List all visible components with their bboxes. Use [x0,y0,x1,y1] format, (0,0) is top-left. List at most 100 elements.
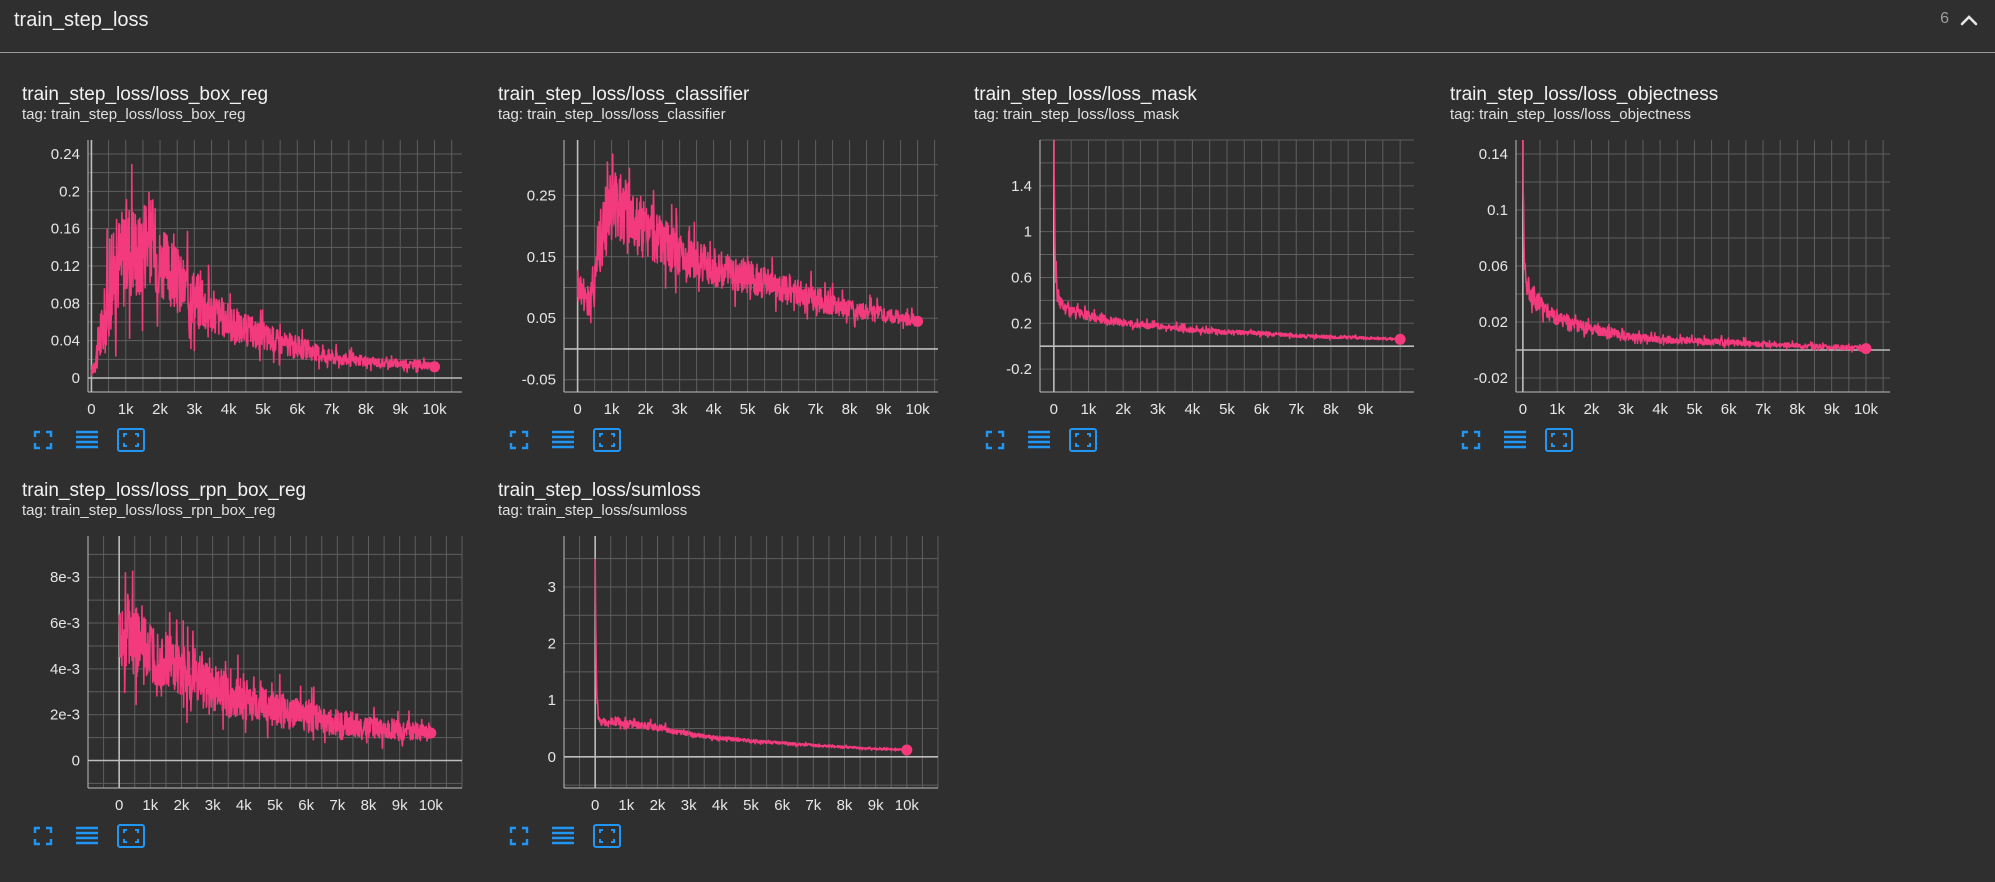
fit-domain-icon [592,823,622,849]
y-tick-label: 0.06 [1479,258,1508,275]
chart-toolbar [978,425,1100,455]
fullscreen-icon [507,428,531,452]
x-tick-label: 10k [422,401,447,418]
x-tick-label: 6k [289,401,305,418]
collapse-button[interactable] [1955,7,1983,35]
section-header: train_step_loss 6 [0,0,1995,53]
x-tick-label: 1k [618,797,634,814]
chart-toolbar [502,425,624,455]
chart-title: train_step_loss/sumloss [498,480,701,501]
y-tick-label: 8e-3 [50,569,80,586]
fullscreen-button[interactable] [978,425,1012,455]
data-table-button[interactable] [1498,425,1532,455]
series-last-point[interactable] [1860,343,1872,355]
fullscreen-button[interactable] [502,425,536,455]
x-tick-label: 7k [808,401,824,418]
x-tick-label: 4k [712,797,728,814]
data-table-button[interactable] [546,821,580,851]
x-tick-label: 8k [361,797,377,814]
x-tick-label: 2k [152,401,168,418]
x-tick-label: 1k [1549,401,1565,418]
line-chart[interactable]: 0 1k 2k 3k 4k 5k 6k 7k 8k 9k 10k -0.02 0.02 0.06 0.1 0.… [1428,0,1898,418]
x-tick-label: 9k [392,797,408,814]
fit-domain-button[interactable] [1542,425,1576,455]
x-tick-label: 0 [115,797,123,814]
y-tick-label: 0 [548,749,556,766]
x-tick-label: 8k [837,797,853,814]
list-icon [550,428,576,452]
chart-toolbar [26,425,148,455]
line-chart[interactable]: 0 1k 2k 3k 4k 5k 6k 7k 8k 9k 10k 0 0.04 0.08 0.12 0.16 0… [0,0,470,418]
fullscreen-button[interactable] [26,425,60,455]
series-line[interactable] [594,558,908,752]
line-chart[interactable]: 0 1k 2k 3k 4k 5k 6k 7k 8k 9k 10k -0.05 0.05 0.15 0.25 [476,0,946,418]
x-tick-label: 5k [740,401,756,418]
chart-tag: tag: train_step_loss/sumloss [498,502,688,519]
fit-domain-button[interactable] [114,821,148,851]
x-tick-label: 3k [681,797,697,814]
line-chart[interactable]: 0 1k 2k 3k 4k 5k 6k 7k 8k 9k -0.2 0.2 0.6 1 1.4 [952,0,1422,418]
x-tick-label: 2k [174,797,190,814]
list-icon [74,824,100,848]
x-tick-label: 3k [1150,401,1166,418]
fit-domain-icon [116,823,146,849]
series-last-point[interactable] [425,727,437,739]
chart-card-loss-objectness: train_step_loss/loss_objectness tag: tra… [1428,0,1898,452]
chevron-up-icon [1960,15,1978,26]
fit-domain-icon [116,427,146,453]
fullscreen-button[interactable] [26,821,60,851]
x-tick-label: 10k [419,797,444,814]
series-last-point[interactable] [901,744,913,756]
y-tick-label: -0.2 [1006,361,1032,378]
list-icon [74,428,100,452]
fit-domain-button[interactable] [590,425,624,455]
y-tick-label: 6e-3 [50,615,80,632]
fit-domain-icon [592,427,622,453]
fit-domain-button[interactable] [590,821,624,851]
fullscreen-icon [31,824,55,848]
x-tick-label: 4k [1652,401,1668,418]
series-last-point[interactable] [429,361,441,373]
x-tick-label: 9k [868,797,884,814]
data-table-button[interactable] [546,425,580,455]
data-table-button[interactable] [70,425,104,455]
x-tick-label: 1k [1081,401,1097,418]
series-line[interactable] [118,570,432,749]
x-tick-label: 2k [650,797,666,814]
series-line[interactable] [1522,139,1867,353]
fullscreen-icon [983,428,1007,452]
chart-tag: tag: train_step_loss/loss_objectness [1450,106,1691,123]
line-chart[interactable]: 0 1k 2k 3k 4k 5k 6k 7k 8k 9k 10k 0 1 2 3 [476,396,946,814]
x-tick-label: 10k [895,797,920,814]
fit-domain-button[interactable] [1066,425,1100,455]
data-table-button[interactable] [1022,425,1056,455]
list-icon [1502,428,1528,452]
fullscreen-button[interactable] [1454,425,1488,455]
fullscreen-button[interactable] [502,821,536,851]
y-tick-label: 2 [548,636,556,653]
x-tick-label: 7k [1288,401,1304,418]
chart-title: train_step_loss/loss_box_reg [22,84,269,105]
line-chart[interactable]: 0 1k 2k 3k 4k 5k 6k 7k 8k 9k 10k 0 2e-3 4e-3 6e-3 8e-3 [0,396,470,814]
series-last-point[interactable] [1394,333,1406,345]
y-tick-label: 0.05 [527,310,556,327]
x-tick-label: 7k [329,797,345,814]
y-tick-label: 0 [72,753,80,770]
series-last-point[interactable] [912,315,924,327]
x-tick-label: 4k [221,401,237,418]
data-table-button[interactable] [70,821,104,851]
fit-domain-button[interactable] [114,425,148,455]
y-tick-label: 0.02 [1479,314,1508,331]
list-icon [1026,428,1052,452]
chart-title: train_step_loss/loss_rpn_box_reg [22,480,307,501]
y-tick-label: 1 [1024,224,1032,241]
y-tick-label: 0.1 [1487,202,1508,219]
x-tick-label: 9k [1824,401,1840,418]
chart-card-loss-box-reg: train_step_loss/loss_box_reg tag: train_… [0,0,470,452]
series-line[interactable] [90,163,436,377]
y-tick-label: 4e-3 [50,661,80,678]
list-icon [550,824,576,848]
y-tick-label: 0.08 [51,295,80,312]
series-line[interactable] [1053,139,1401,342]
series-line[interactable] [576,153,919,330]
